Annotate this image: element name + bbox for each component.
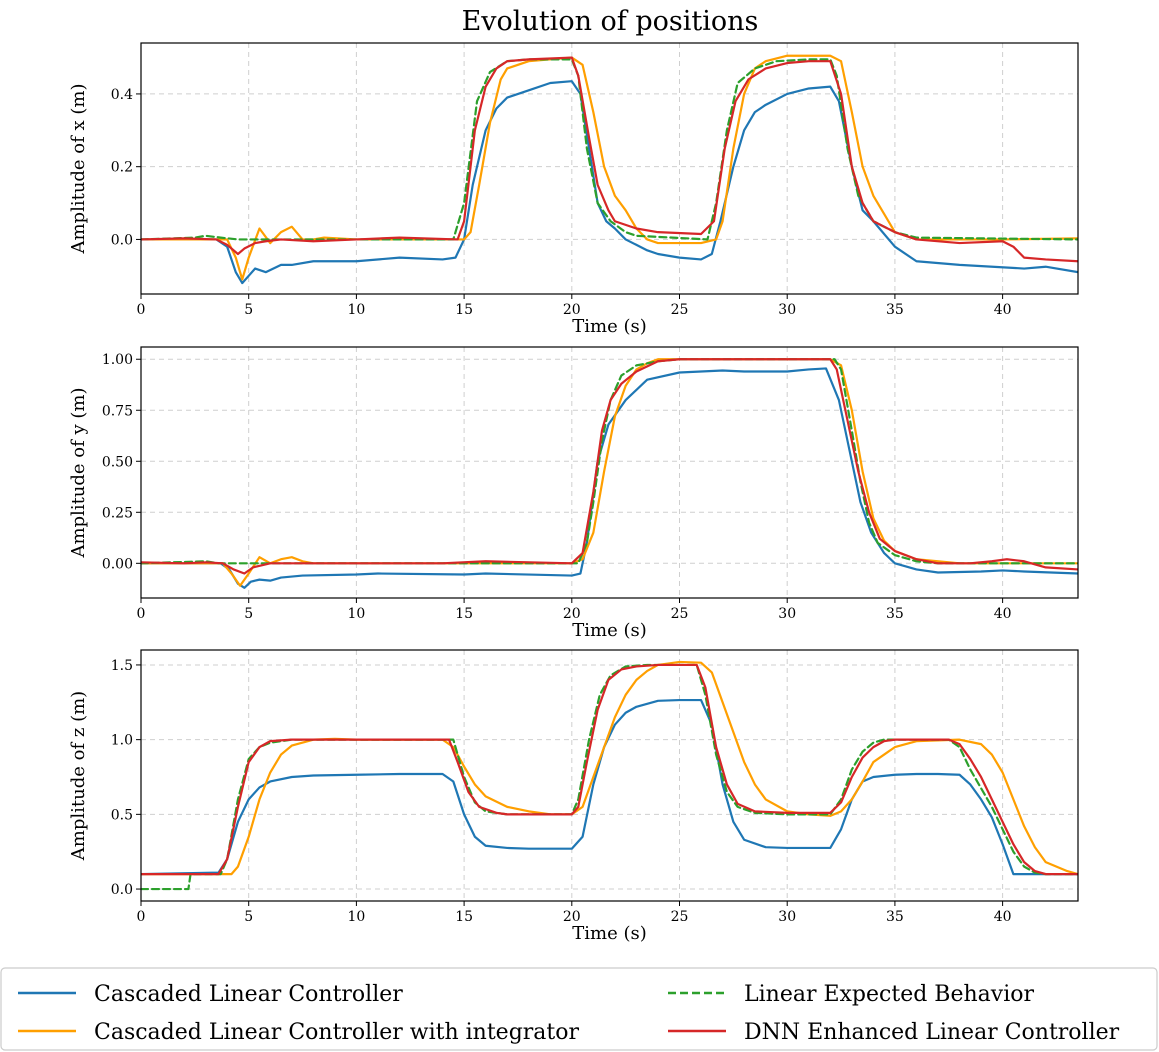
subplot-1: 0 5 10 15 20 25 30 35 40 0.0 0.2 0.4 Time (s) Amplitu…: [68, 42, 1079, 337]
series-line-cascaded: [141, 80, 1078, 285]
axes-frame: [140, 649, 1079, 902]
chart-title: Evolution of positions: [462, 6, 759, 37]
subplot-3: 0 5 10 15 20 25 30 35 40 0.0 0.5 1.0 1.5 Time (s) Ampl…: [68, 649, 1079, 944]
y-tick-label: 0.5: [111, 807, 133, 823]
x-tick-label: 10: [347, 302, 365, 318]
subplot-2: 0 5 10 15 20 25 30 35 40 0.00 0.25 0.50 0.75 1.00 Time…: [68, 346, 1079, 641]
axes-frame: [140, 346, 1079, 599]
legend-label: Cascaded Linear Controller with integrat…: [94, 1020, 580, 1045]
y-axis-label: Amplitude of x (m): [68, 83, 89, 254]
x-axis-label: Time (s): [572, 620, 647, 641]
y-tick-label: 0.25: [102, 505, 133, 521]
x-tick-label: 5: [244, 302, 253, 318]
x-tick-label: 40: [994, 302, 1012, 318]
series-group: [141, 358, 1078, 589]
series-line-dnn: [141, 358, 1078, 575]
series-line-cascaded: [141, 698, 1078, 876]
series-line-dnn: [141, 663, 1078, 876]
x-tick-label: 15: [455, 909, 473, 925]
legend-label: Linear Expected Behavior: [744, 982, 1034, 1007]
y-tick-label: 0.00: [102, 556, 133, 572]
series-line-expected: [141, 663, 1078, 891]
legend-item: DNN Enhanced Linear Controller: [668, 1020, 1120, 1045]
x-tick-label: 40: [994, 606, 1012, 622]
x-tick-label: 20: [563, 606, 581, 622]
x-tick-label: 15: [455, 302, 473, 318]
x-tick-label: 35: [886, 302, 904, 318]
y-tick-label: 1.0: [111, 733, 133, 749]
x-axis-label: Time (s): [572, 923, 647, 944]
series-line-cascaded: [141, 367, 1078, 589]
x-tick-label: 0: [137, 606, 146, 622]
series-line-expected: [141, 58, 1078, 241]
series-line-dnn: [141, 56, 1078, 263]
subplots: 0 5 10 15 20 25 30 35 40 0.0 0.2 0.4 Time (s) Amplitu…: [68, 42, 1079, 944]
x-tick-label: 10: [347, 909, 365, 925]
x-tick-label: 35: [886, 606, 904, 622]
series-line-integrator: [141, 54, 1078, 281]
y-tick-label: 0.2: [111, 160, 133, 176]
axes-frame: [140, 42, 1079, 295]
legend-label: Cascaded Linear Controller: [94, 982, 403, 1007]
x-tick-label: 30: [778, 606, 796, 622]
x-tick-label: 10: [347, 606, 365, 622]
x-tick-label: 20: [563, 302, 581, 318]
x-tick-label: 5: [244, 606, 253, 622]
legend-item: Cascaded Linear Controller: [18, 982, 403, 1007]
x-tick-label: 25: [671, 606, 689, 622]
series-line-integrator: [141, 660, 1078, 876]
y-tick-label: 0.0: [111, 232, 133, 248]
y-tick-label: 0.75: [102, 403, 133, 419]
x-tick-label: 30: [778, 302, 796, 318]
y-tick-label: 0.4: [111, 87, 133, 103]
y-tick-label: 0.50: [102, 454, 133, 470]
y-tick-label: 1.00: [102, 352, 133, 368]
x-tick-label: 35: [886, 909, 904, 925]
y-tick-label: 0.0: [111, 882, 133, 898]
legend-item: Linear Expected Behavior: [668, 982, 1034, 1007]
x-tick-label: 5: [244, 909, 253, 925]
series-line-integrator: [141, 358, 1078, 587]
y-axis-label: Amplitude of z (m): [68, 691, 89, 861]
x-tick-label: 25: [671, 302, 689, 318]
legend-frame: [0, 967, 1158, 1051]
x-tick-label: 0: [137, 909, 146, 925]
x-axis-label: Time (s): [572, 316, 647, 337]
series-group: [141, 54, 1078, 285]
x-tick-label: 25: [671, 909, 689, 925]
y-axis-label: Amplitude of y (m): [68, 387, 89, 558]
series-group: [141, 660, 1078, 891]
x-tick-label: 15: [455, 606, 473, 622]
legend-label: DNN Enhanced Linear Controller: [744, 1020, 1120, 1045]
x-tick-label: 20: [563, 909, 581, 925]
x-tick-label: 0: [137, 302, 146, 318]
y-tick-label: 1.5: [111, 658, 133, 674]
x-tick-label: 40: [994, 909, 1012, 925]
legend-item: Cascaded Linear Controller with integrat…: [18, 1020, 580, 1045]
x-tick-label: 30: [778, 909, 796, 925]
legend: Cascaded Linear Controller Cascaded Linea…: [0, 967, 1158, 1051]
